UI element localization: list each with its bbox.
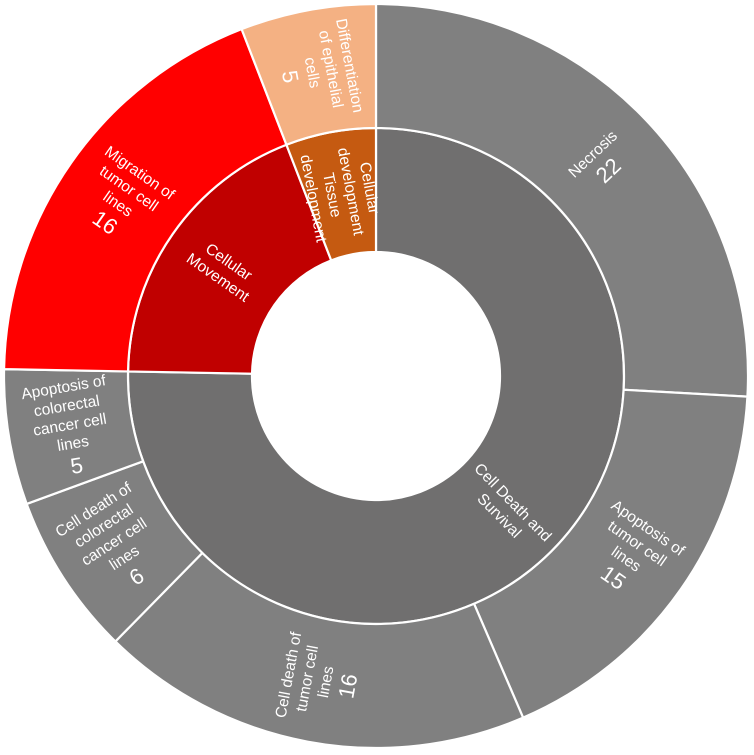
outer-segment-differentiation-of-epithelial-cells <box>240 2 378 147</box>
segment-label-line: lines <box>315 665 338 700</box>
outer-segment-apoptosis-of-tumor-cell-lines <box>472 388 749 720</box>
segment-label-line: cells <box>301 56 323 90</box>
outer-segment-cell-death-of-tumor-cell-lines <box>113 551 525 750</box>
outer-segment-necrosis <box>374 2 750 398</box>
segment-label-line: lines <box>56 433 90 455</box>
segment-value: 5 <box>69 452 85 479</box>
outer-segment-migration-of-tumor-cell-lines <box>2 27 288 373</box>
segment-value: 16 <box>333 672 362 701</box>
segment-value: 5 <box>277 68 304 85</box>
inner-ring <box>126 126 626 626</box>
center-hole <box>253 253 499 499</box>
